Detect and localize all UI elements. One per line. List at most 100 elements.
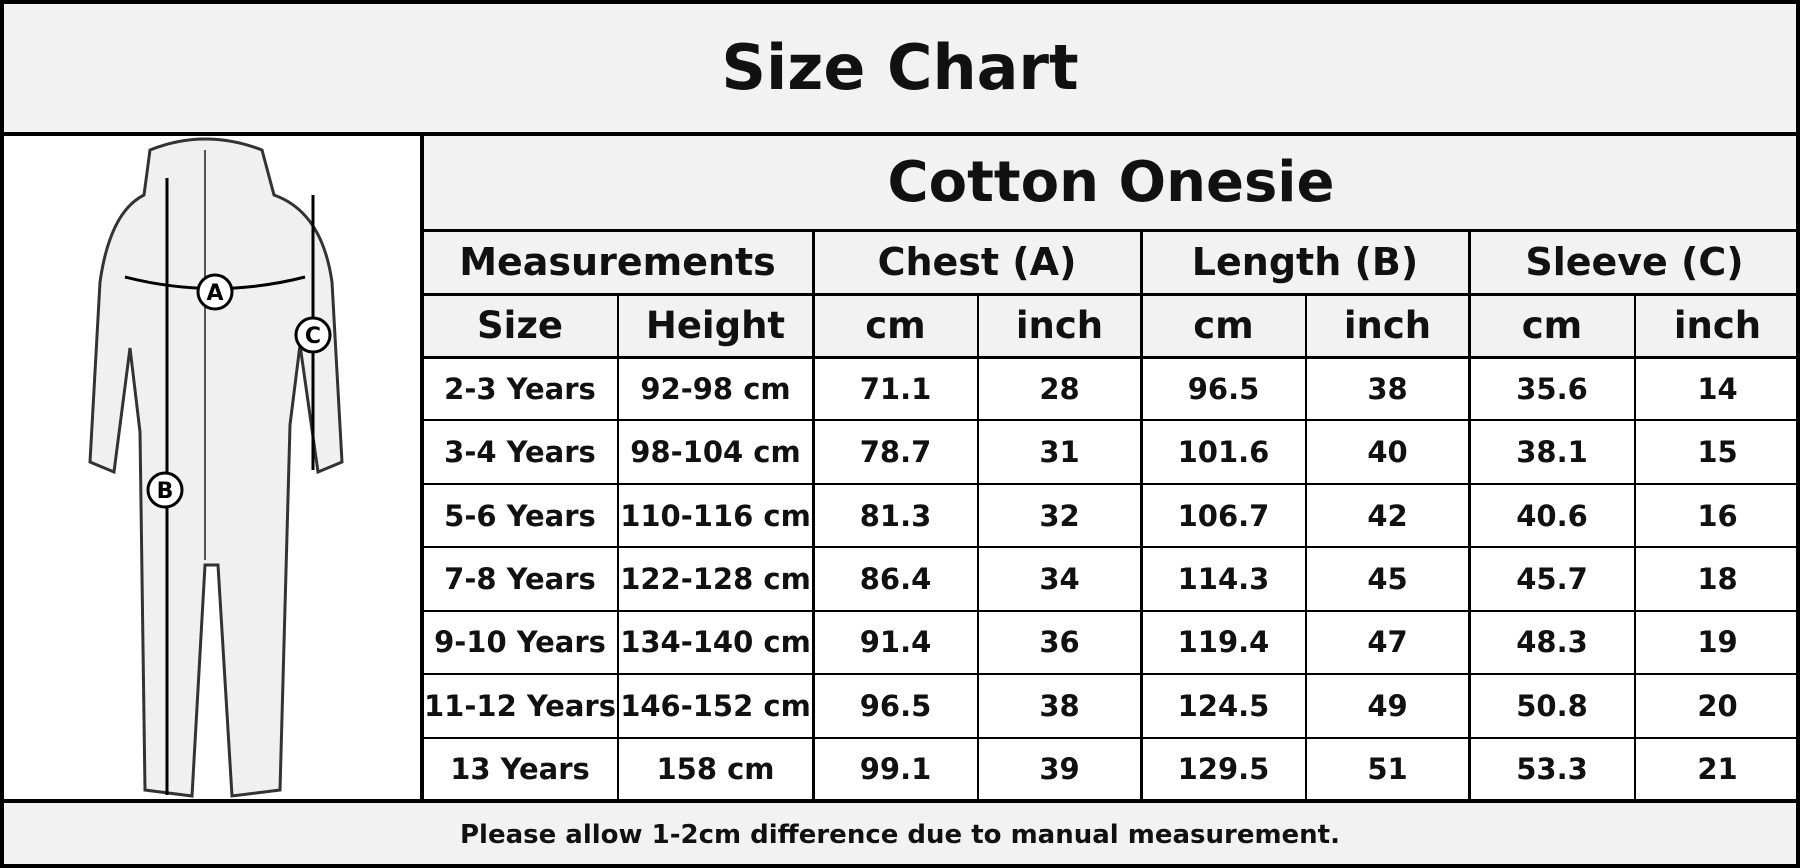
rule [422,609,1800,612]
rule [977,294,979,801]
table-cell: 45.7 [1469,547,1635,611]
table-cell: 98-104 cm [618,420,813,484]
rule [0,0,4,868]
table-cell: 7-8 Years [422,547,618,611]
rule [422,546,1800,549]
rule [422,482,1800,485]
table-cell: 16 [1635,483,1800,548]
table-cell: 91.4 [813,610,978,675]
sub-header: cm [1469,294,1635,357]
table-cell: 38 [978,674,1141,738]
sub-header: inch [978,294,1141,357]
rule [1305,294,1307,801]
rule [422,293,1800,296]
table-cell: 53.3 [1469,737,1635,801]
rule [422,673,1800,676]
table-cell: 96.5 [813,674,978,738]
rule [422,229,1800,232]
table-cell: 86.4 [813,547,978,611]
table-cell: 47 [1306,610,1469,675]
table-cell: 34 [978,547,1141,611]
table-cell: 38.1 [1469,420,1635,484]
table-cell: 19 [1635,610,1800,675]
table-cell: 5-6 Years [422,483,618,548]
table-cell: 110-116 cm [618,483,813,548]
table-cell: 36 [978,610,1141,675]
rule [422,419,1800,422]
title: Size Chart [0,0,1800,134]
label-circle [196,273,234,311]
table-cell: 71.1 [813,357,978,421]
sub-header: inch [1635,294,1800,357]
rule [0,799,1800,803]
table-cell: 99.1 [813,737,978,801]
onesie-outline [88,137,344,798]
rule [1634,294,1636,801]
rule [422,356,1800,359]
sub-header: cm [1141,294,1306,357]
table-cell: 134-140 cm [618,610,813,675]
table-cell: 21 [1635,737,1800,801]
label-circle [146,471,184,509]
table-cell: 38 [1306,357,1469,421]
figure-label: C [305,324,321,349]
figure-label: B [157,479,174,504]
group-header: Chest (A) [813,230,1141,294]
rule [420,134,424,801]
table-cell: 50.8 [1469,674,1635,738]
table-cell: 49 [1306,674,1469,738]
table-cell: 101.6 [1141,420,1306,484]
table-cell: 42 [1306,483,1469,548]
table-cell: 96.5 [1141,357,1306,421]
product-title: Cotton Onesie [422,134,1800,230]
table-cell: 129.5 [1141,737,1306,801]
footer-note: Please allow 1-2cm difference due to man… [0,801,1800,868]
table-cell: 146-152 cm [618,674,813,738]
sub-header: Size [422,294,618,357]
table-cell: 122-128 cm [618,547,813,611]
rule [617,294,619,801]
table-cell: 78.7 [813,420,978,484]
table-cell: 28 [978,357,1141,421]
sub-header: inch [1306,294,1469,357]
rule [1468,230,1471,801]
table-cell: 51 [1306,737,1469,801]
table-cell: 15 [1635,420,1800,484]
rule [812,230,815,801]
sub-header: cm [813,294,978,357]
table-cell: 124.5 [1141,674,1306,738]
rule [0,864,1800,868]
table-cell: 2-3 Years [422,357,618,421]
rule [1796,0,1800,868]
table-cell: 81.3 [813,483,978,548]
figure-label: A [206,281,223,306]
table-cell: 40 [1306,420,1469,484]
rule [422,736,1800,739]
table-cell: 92-98 cm [618,357,813,421]
table-cell: 39 [978,737,1141,801]
rule [1140,230,1143,801]
table-cell: 11-12 Years [422,674,618,738]
table-cell: 31 [978,420,1141,484]
rule [0,132,1800,136]
table-cell: 13 Years [422,737,618,801]
sub-header: Height [618,294,813,357]
table-cell: 48.3 [1469,610,1635,675]
table-cell: 35.6 [1469,357,1635,421]
group-header: Measurements [422,230,813,294]
table-cell: 45 [1306,547,1469,611]
label-circle [294,316,332,354]
table-cell: 114.3 [1141,547,1306,611]
table-cell: 3-4 Years [422,420,618,484]
table-cell: 9-10 Years [422,610,618,675]
table-cell: 32 [978,483,1141,548]
table-cell: 106.7 [1141,483,1306,548]
table-cell: 14 [1635,357,1800,421]
table-cell: 40.6 [1469,483,1635,548]
table-cell: 158 cm [618,737,813,801]
table-cell: 119.4 [1141,610,1306,675]
rule [0,0,1800,4]
group-header: Length (B) [1141,230,1469,294]
table-cell: 20 [1635,674,1800,738]
